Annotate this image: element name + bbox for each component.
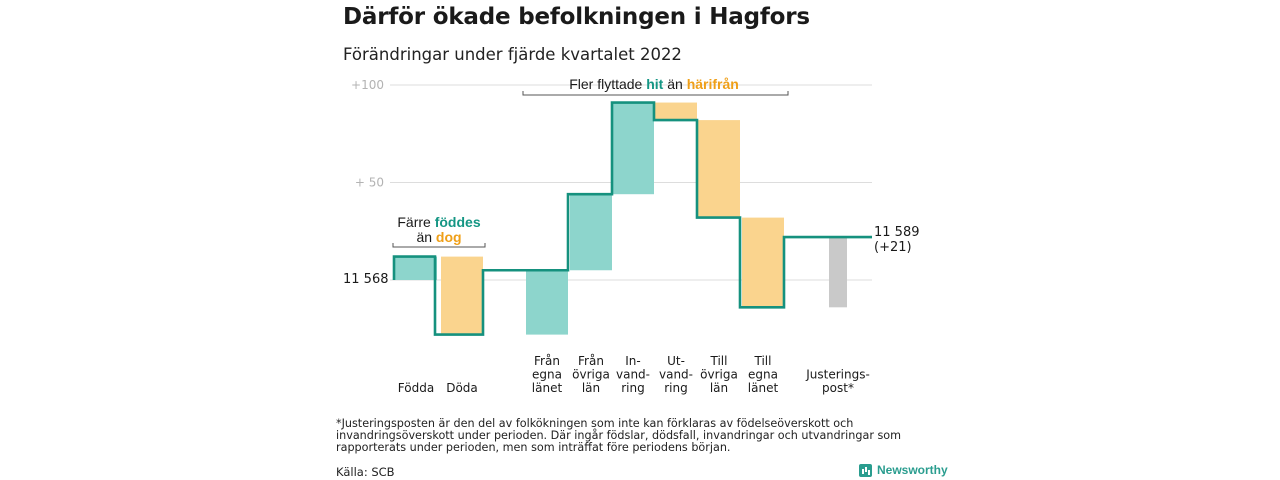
x-tick-label: län	[710, 381, 728, 395]
x-tick-label: ring	[664, 381, 688, 395]
newsworthy-logo-icon	[859, 463, 872, 477]
bar-0	[395, 256, 437, 280]
x-tick-label: egna	[532, 368, 562, 382]
births-annotation-highlight: föddes	[435, 214, 481, 230]
svg-text:Färre föddes: Färre föddes	[397, 214, 480, 230]
bar-7	[742, 217, 784, 308]
migration-annotation-hit: hit	[646, 76, 663, 92]
svg-text:Fler flyttade hit än härifrån: Fler flyttade hit än härifrån	[569, 76, 739, 92]
bar-4	[612, 102, 654, 195]
x-tick-label: Döda	[446, 381, 478, 395]
x-tick-label: Justerings-	[805, 368, 870, 382]
svg-text:än dog: än dog	[416, 229, 461, 245]
x-tick-label: länet	[532, 381, 563, 395]
x-tick-label: Till	[710, 354, 728, 368]
x-tick-label: Från	[534, 354, 560, 368]
bar-3	[570, 194, 612, 271]
x-tick-label: Från	[578, 354, 604, 368]
newsworthy-logo-text: Newsworthy	[877, 463, 948, 477]
footnote: *Justeringsposten är den del av folkökni…	[336, 417, 902, 454]
x-tick-label: län	[582, 381, 600, 395]
x-tick-label: In-	[625, 354, 640, 368]
end-change-label: (+21)	[874, 240, 912, 255]
newsworthy-logo: Newsworthy	[859, 463, 948, 477]
births-annotation-highlight-2: dog	[436, 229, 462, 245]
cumulative-step-line	[392, 101, 872, 336]
births-annotation-bracket	[392, 243, 486, 248]
x-tick-label: ring	[621, 381, 645, 395]
births-annotation-text-2: än	[416, 229, 435, 245]
x-tick-label: egna	[748, 368, 778, 382]
end-value-label: 11 589	[874, 225, 920, 240]
migration-annotation-bracket	[522, 91, 789, 96]
y-tick-label: +100	[351, 78, 384, 92]
migration-annotation: Fler flyttade hit än härifrån	[522, 76, 789, 96]
x-tick-label: Till	[754, 354, 772, 368]
bar-8	[829, 237, 847, 308]
migration-annotation-mid: än	[663, 76, 686, 92]
births-annotation-text: Färre	[397, 214, 434, 230]
y-tick-label: + 50	[355, 176, 384, 190]
migration-annotation-text: Fler flyttade	[569, 76, 646, 92]
x-tick-label: post*	[822, 381, 854, 395]
x-tick-label: Ut-	[667, 354, 685, 368]
source-label: Källa: SCB	[336, 465, 395, 479]
migration-annotation-harifran: härifrån	[687, 76, 739, 92]
bar-6	[698, 120, 740, 218]
x-tick-label: övriga	[572, 368, 610, 382]
chart-title: Därför ökade befolkningen i Hagfors	[343, 4, 810, 30]
start-value-label: 11 568	[343, 272, 389, 287]
x-tick-label: vand-	[616, 368, 650, 382]
waterfall-chart: +100+ 50 Födda DödaFrånegnalänetFrånövrig…	[343, 76, 920, 395]
chart-subtitle: Förändringar under fjärde kvartalet 2022	[343, 45, 682, 64]
bar-1	[441, 256, 483, 335]
births-annotation: Färre föddes än dog	[392, 214, 486, 248]
x-tick-label: Födda	[398, 381, 434, 395]
bar-5	[655, 102, 697, 121]
x-tick-label: övriga	[700, 368, 738, 382]
bar-2	[526, 270, 568, 335]
x-tick-label: vand-	[659, 368, 693, 382]
x-tick-label: länet	[748, 381, 779, 395]
